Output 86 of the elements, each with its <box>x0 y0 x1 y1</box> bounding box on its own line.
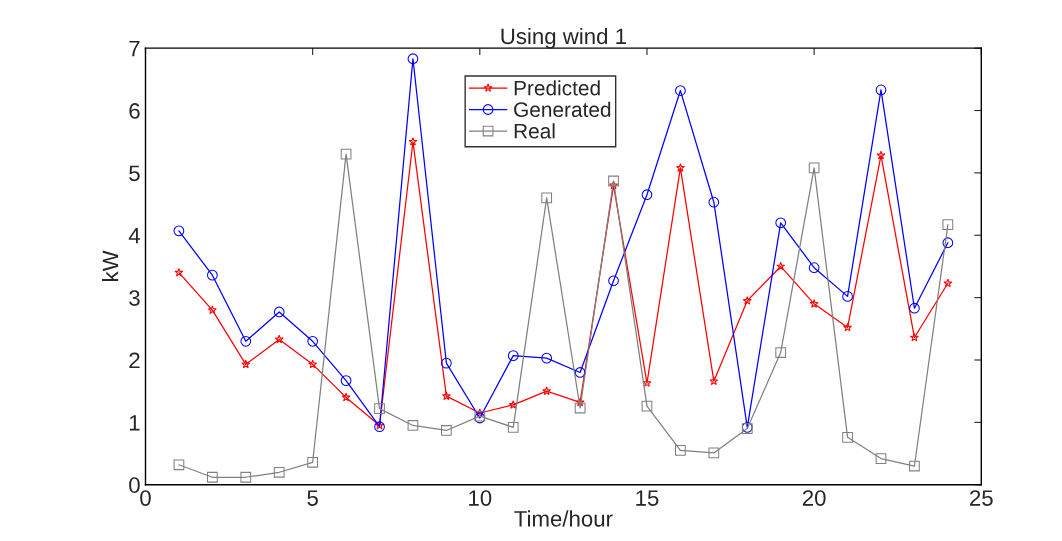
y-tick-label: 4 <box>128 228 140 244</box>
point <box>608 275 619 287</box>
x-tick-label: 10 <box>469 490 492 506</box>
point <box>206 269 218 281</box>
point <box>307 335 319 347</box>
point <box>843 322 853 332</box>
point <box>507 421 519 433</box>
chart-title: Using wind 1 <box>501 27 626 49</box>
point <box>308 359 318 369</box>
point <box>642 378 652 387</box>
point <box>273 306 285 318</box>
point <box>942 237 954 249</box>
point <box>675 445 686 456</box>
point <box>909 302 920 314</box>
point <box>441 357 452 369</box>
point <box>909 332 919 342</box>
point <box>542 386 552 396</box>
point <box>942 219 954 231</box>
x-tick-label: 25 <box>970 490 993 506</box>
point <box>475 408 485 417</box>
y-tick-label: 6 <box>129 103 140 119</box>
point <box>609 180 619 190</box>
point <box>775 217 787 229</box>
point <box>708 196 720 208</box>
point <box>641 400 653 412</box>
point <box>441 425 452 436</box>
point <box>374 403 385 415</box>
point <box>875 84 887 96</box>
point <box>174 267 184 277</box>
point <box>207 305 217 314</box>
y-tick-label: 1 <box>129 415 140 431</box>
point <box>808 162 820 174</box>
point <box>708 447 720 459</box>
point <box>541 192 553 204</box>
point <box>776 261 786 271</box>
point <box>407 53 419 65</box>
point <box>307 456 319 468</box>
point <box>943 278 953 288</box>
point <box>675 163 685 172</box>
point <box>742 296 752 305</box>
point <box>407 420 419 431</box>
x-axis-title: Time/hour <box>514 510 613 527</box>
legend-label: Real <box>514 123 555 139</box>
point <box>341 392 351 402</box>
point <box>340 148 352 160</box>
point <box>909 460 920 472</box>
point <box>241 359 251 369</box>
point <box>340 375 352 386</box>
point <box>274 334 284 344</box>
y-tick-label: 2 <box>129 352 140 369</box>
point <box>608 175 619 187</box>
point <box>876 150 886 160</box>
point <box>408 137 418 146</box>
y-tick-label: 5 <box>129 165 140 182</box>
point <box>273 466 285 478</box>
point <box>574 367 586 378</box>
point <box>441 391 451 401</box>
point <box>842 431 853 443</box>
x-tick-label: 20 <box>802 490 826 506</box>
x-tick-label: 0 <box>140 490 151 506</box>
point <box>775 347 787 358</box>
y-tick-label: 3 <box>129 290 140 306</box>
y-tick-label: 7 <box>129 40 140 57</box>
y-tick-label: 0 <box>129 477 140 494</box>
point <box>575 397 585 407</box>
y-axis-title: kW <box>102 250 119 281</box>
point <box>173 225 185 237</box>
point <box>508 400 518 409</box>
point <box>809 299 819 308</box>
point <box>641 189 653 201</box>
point <box>709 376 719 386</box>
point <box>507 350 519 362</box>
point <box>206 471 218 483</box>
x-tick-label: 15 <box>636 490 659 506</box>
point <box>842 291 853 302</box>
legend-label: Predicted <box>514 80 600 96</box>
legend-label: Generated <box>514 101 611 117</box>
point <box>875 453 887 464</box>
point <box>675 85 686 96</box>
point <box>808 262 820 274</box>
point <box>240 471 252 483</box>
point <box>240 335 252 347</box>
point <box>173 459 185 471</box>
point <box>541 352 553 364</box>
x-tick-label: 5 <box>307 490 318 506</box>
point <box>574 402 586 414</box>
